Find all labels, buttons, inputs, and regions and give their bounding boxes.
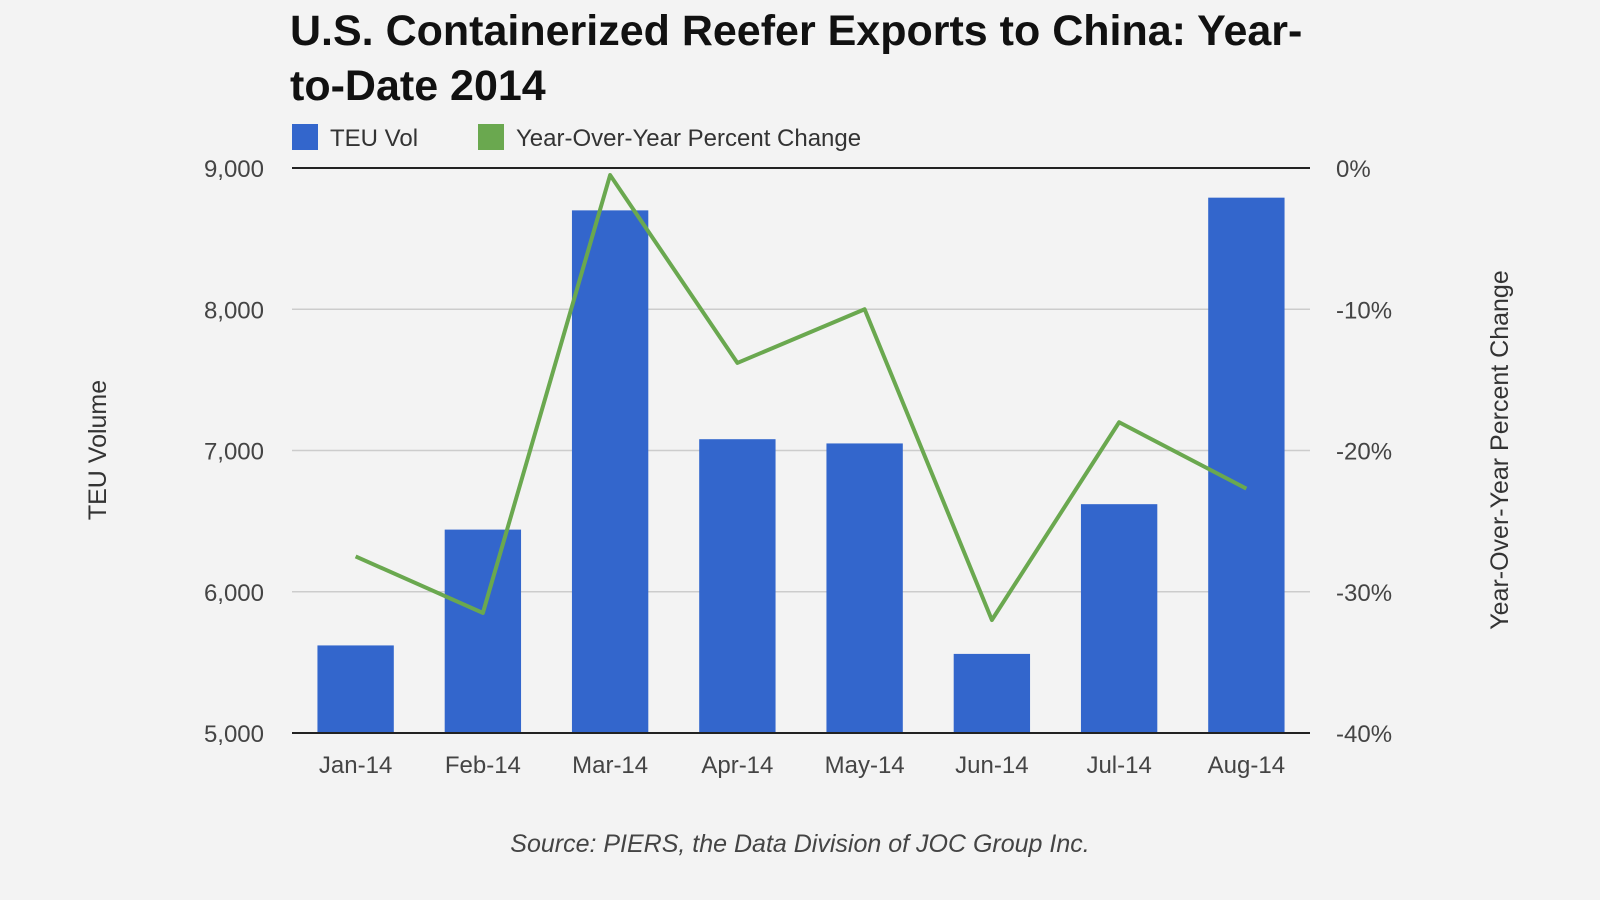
y-right-tick-label: -40%: [1336, 721, 1392, 748]
source-note: Source: PIERS, the Data Division of JOC …: [510, 830, 1089, 858]
bar-mar-14: [571, 210, 649, 733]
y-left-axis-title: TEU Volume: [84, 380, 112, 520]
bar-aug-14: [1208, 197, 1285, 734]
x-tick-label: Feb-14: [445, 752, 521, 779]
bar-may-14: [826, 443, 903, 733]
y-left-tick-label: 9,000: [204, 156, 264, 183]
y-left-tick-label: 7,000: [204, 439, 264, 466]
y-right-tick-label: -30%: [1336, 580, 1392, 607]
x-tick-label: Jan-14: [319, 752, 392, 779]
y-right-axis-title: Year-Over-Year Percent Change: [1486, 270, 1514, 629]
x-tick-label: Aug-14: [1208, 752, 1285, 779]
bar-jan-14: [317, 645, 394, 733]
y-right-tick-label: 0%: [1336, 156, 1371, 183]
bar-apr-14: [699, 439, 776, 733]
x-tick-label: Jul-14: [1086, 752, 1151, 779]
y-left-tick-label: 8,000: [204, 297, 264, 324]
x-tick-label: Jun-14: [955, 752, 1028, 779]
chart-title: U.S. Containerized Reefer Exports to Chi…: [290, 7, 1303, 110]
x-tick-label: Apr-14: [701, 752, 773, 779]
y-left-tick-label: 5,000: [204, 721, 264, 748]
x-tick-label: May-14: [825, 752, 905, 779]
legend-label-teu: TEU Vol: [330, 125, 418, 152]
bar-feb-14: [444, 529, 522, 733]
y-right-tick-label: -20%: [1336, 439, 1392, 466]
y-right-tick-label: -10%: [1336, 297, 1392, 324]
bar-jul-14: [1080, 504, 1158, 733]
legend-label-yoy: Year-Over-Year Percent Change: [516, 125, 861, 152]
legend-swatch-yoy: [478, 124, 504, 150]
legend-swatch-teu: [292, 124, 318, 150]
y-left-tick-label: 6,000: [204, 580, 264, 607]
x-tick-label: Mar-14: [572, 752, 648, 779]
bar-jun-14: [953, 653, 1031, 733]
yoy-percent-change-line: [354, 173, 1248, 622]
